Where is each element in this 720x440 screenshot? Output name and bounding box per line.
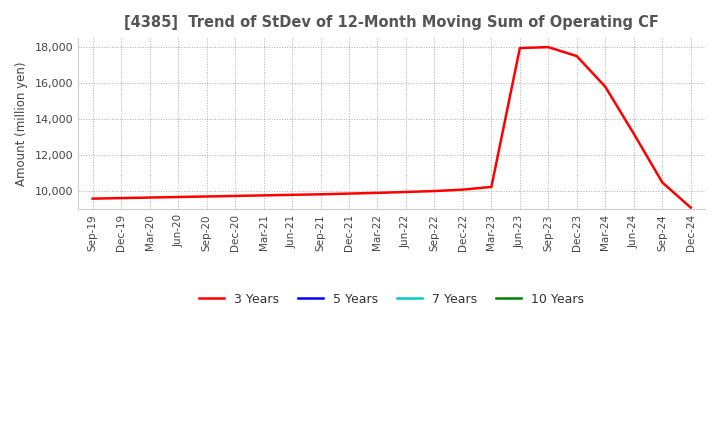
3 Years: [516, 45, 524, 51]
Line: 3 Years: 3 Years: [93, 47, 690, 208]
3 Years: [230, 193, 239, 198]
3 Years: [402, 189, 410, 194]
3 Years: [487, 184, 495, 190]
3 Years: [288, 192, 297, 198]
3 Years: [544, 44, 553, 50]
3 Years: [345, 191, 354, 196]
Title: [4385]  Trend of StDev of 12-Month Moving Sum of Operating CF: [4385] Trend of StDev of 12-Month Moving…: [125, 15, 659, 30]
3 Years: [430, 188, 438, 194]
Legend: 3 Years, 5 Years, 7 Years, 10 Years: 3 Years, 5 Years, 7 Years, 10 Years: [194, 288, 589, 311]
3 Years: [117, 195, 125, 201]
3 Years: [629, 131, 638, 136]
3 Years: [686, 205, 695, 210]
3 Years: [572, 54, 581, 59]
Y-axis label: Amount (million yen): Amount (million yen): [15, 62, 28, 186]
3 Years: [601, 84, 610, 89]
3 Years: [658, 180, 667, 185]
3 Years: [174, 194, 182, 200]
3 Years: [316, 192, 325, 197]
3 Years: [373, 190, 382, 195]
3 Years: [202, 194, 211, 199]
3 Years: [459, 187, 467, 192]
3 Years: [89, 196, 97, 201]
3 Years: [145, 195, 154, 200]
3 Years: [259, 193, 268, 198]
